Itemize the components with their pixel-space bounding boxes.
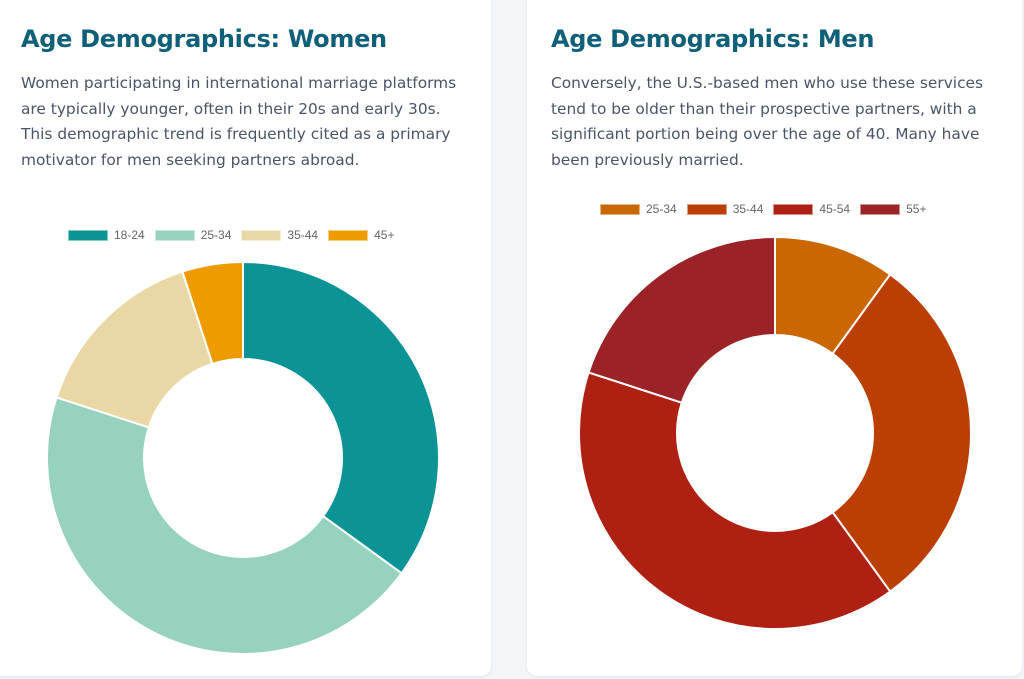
men-legend-item[interactable]: 45-54 [773,202,850,216]
men-legend-swatch [686,203,727,215]
men-chart-description: Conversely, the U.S.-based men who use t… [551,74,984,169]
women-legend-label: 18-24 [114,228,145,242]
women-legend-item[interactable]: 18-24 [68,228,145,242]
women-legend-swatch [154,229,195,241]
women-demographics-card: Age Demographics: Women Women participat… [0,0,491,676]
women-legend-swatch [68,229,108,241]
men-legend-item[interactable]: 25-34 [600,202,677,216]
men-chart-legend: 25-34 35-44 45-54 55+ [600,202,936,216]
women-legend-swatch [241,229,282,241]
women-legend-item[interactable]: 45+ [328,228,394,242]
women-legend-label: 25-34 [200,228,232,242]
women-chart-legend: 18-24 25-34 35-44 45+ [68,228,404,242]
women-chart-description: Women participating in international mar… [21,74,457,169]
women-slice-45+[interactable] [181,260,244,366]
men-slice-55+[interactable] [587,235,776,404]
women-slice-25-34[interactable] [46,396,403,655]
men-chart-title: Age Demographics: Men [551,25,875,53]
women-slice-18-24[interactable] [242,260,440,575]
women-donut-chart [46,260,440,655]
men-legend-label: 55+ [906,202,927,216]
women-legend-swatch [328,229,369,241]
men-legend-item[interactable]: 55+ [860,202,926,216]
women-legend-label: 35-44 [287,228,319,242]
men-legend-swatch [600,203,640,215]
men-legend-label: 25-34 [646,202,677,216]
women-legend-item[interactable]: 35-44 [241,228,318,242]
men-donut-chart [578,235,972,630]
men-slice-35-44[interactable] [831,273,972,593]
men-legend-swatch [773,203,814,215]
men-legend-label: 45-54 [819,202,851,216]
women-legend-label: 45+ [374,228,395,242]
women-chart-title: Age Demographics: Women [21,25,387,53]
men-legend-swatch [860,203,901,215]
men-slice-45-54[interactable] [578,371,892,630]
men-legend-item[interactable]: 35-44 [686,202,764,216]
men-legend-label: 35-44 [732,202,764,216]
women-legend-item[interactable]: 25-34 [154,228,232,242]
men-demographics-card: Age Demographics: Men Conversely, the U.… [527,0,1022,676]
